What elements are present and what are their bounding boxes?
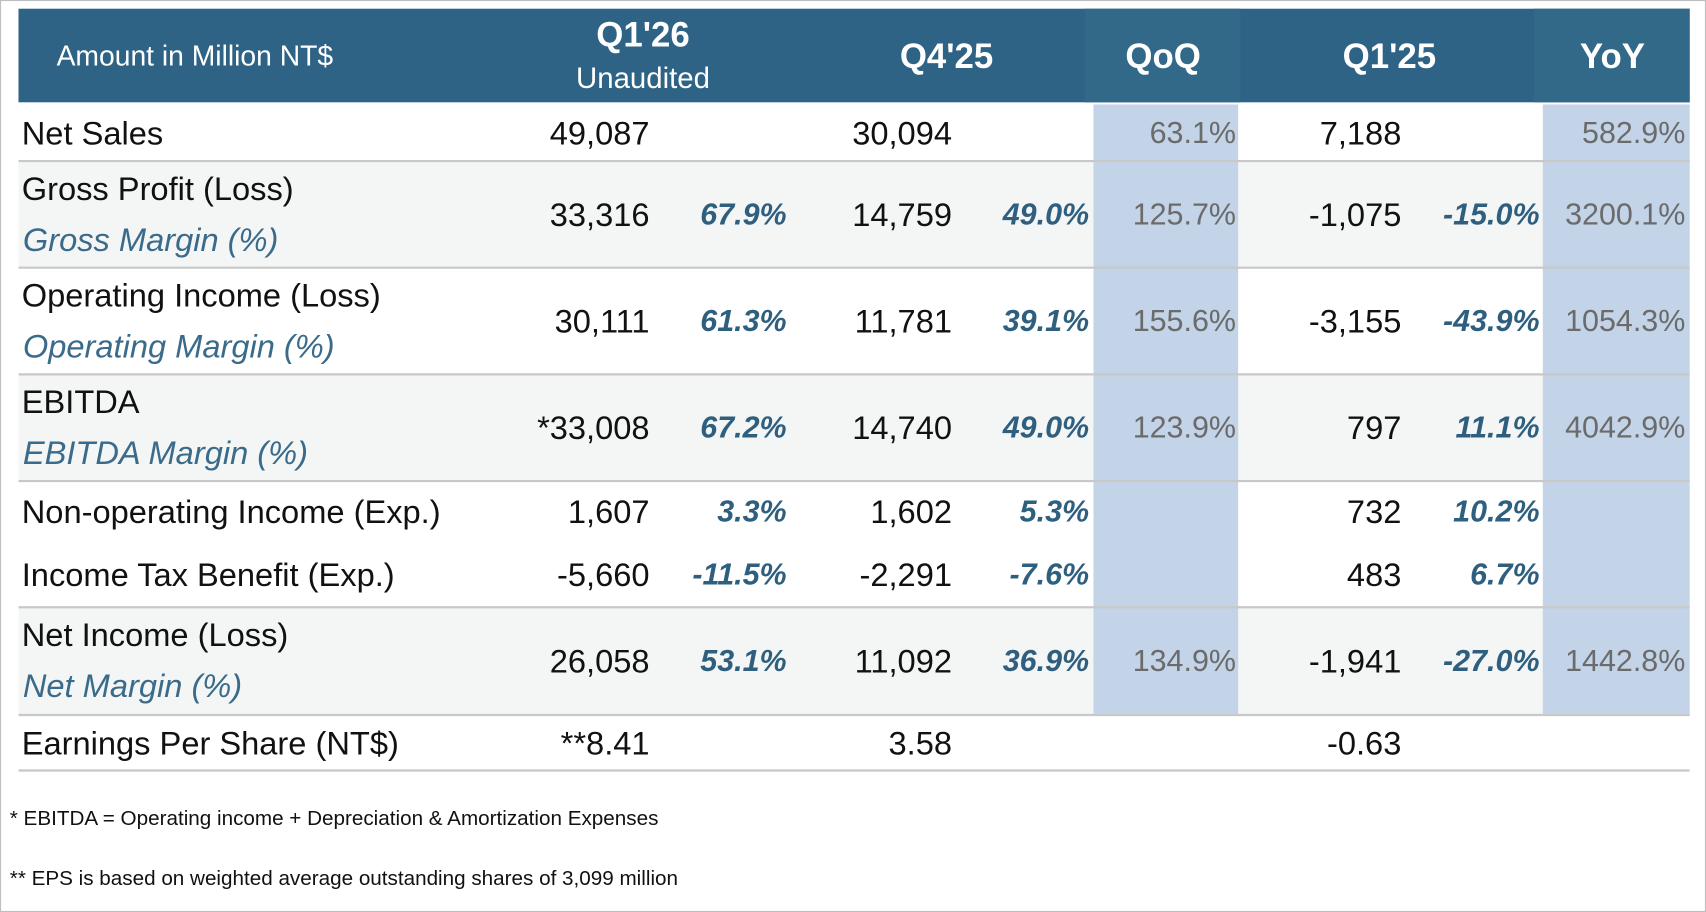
cell-q1-26-pct: -11.5% [692,558,786,592]
cell-q4-25: 3.58 [889,724,952,761]
row-background [18,607,1690,716]
cell-q1-25-pct: 6.7% [1470,558,1539,592]
cell-q1-25: 483 [1347,556,1401,593]
cell-q1-26: 49,087 [550,114,650,151]
cell-q1-26-pct: 53.1% [700,644,786,678]
cell-q1-25-pct: 11.1% [1455,411,1539,445]
cell-q4-25-pct: 49.0% [1002,197,1089,231]
cell-q1-26: 33,316 [550,196,650,233]
header-qoq-band [1084,8,1241,103]
cell-q4-25: 1,602 [870,493,952,530]
column-subheader: Unaudited [576,62,710,95]
cell-q1-26: 30,111 [555,303,650,340]
cell-q1-25-pct: 10.2% [1453,495,1539,529]
cell-qoq: 125.7% [1133,197,1236,231]
cell-q1-26: **8.41 [561,724,650,761]
cell-yoy: 1442.8% [1565,644,1685,678]
margin-label: Net Margin (%) [23,667,242,704]
cell-q1-26-pct: 61.3% [700,304,786,338]
cell-q1-25: -1,075 [1309,196,1402,233]
cell-qoq: 63.1% [1150,116,1236,150]
margin-label: Operating Margin (%) [23,328,335,365]
cell-q1-26: 1,607 [568,493,650,530]
header-band [18,8,1690,103]
cell-q1-26-pct: 67.9% [700,197,786,231]
cell-q1-25: -3,155 [1309,303,1402,340]
footnote: ** EPS is based on weighted average outs… [10,867,678,890]
column-header: Q4'25 [900,37,993,76]
cell-yoy: 4042.9% [1565,411,1685,445]
cell-q4-25: 30,094 [852,114,952,151]
row-background [18,161,1690,268]
cell-qoq: 155.6% [1133,304,1236,338]
row-label: Non-operating Income (Exp.) [22,493,441,530]
cell-q1-26-pct: 67.2% [700,411,786,445]
footnote: * EBITDA = Operating income + Depreciati… [10,807,659,830]
row-label: Income Tax Benefit (Exp.) [22,556,395,593]
cell-q4-25: -2,291 [860,556,953,593]
margin-label: EBITDA Margin (%) [23,434,308,471]
cell-q4-25: 11,092 [855,643,952,680]
row-label: Net Sales [22,114,163,151]
cell-q1-25: 797 [1347,409,1401,446]
cell-q4-25: 14,740 [852,409,952,446]
cell-q4-25-pct: 36.9% [1003,644,1089,678]
cell-q4-25: 14,759 [852,196,952,233]
cell-q4-25-pct: 5.3% [1020,495,1089,529]
cell-q4-25-pct: 39.1% [1003,304,1089,338]
cell-q1-25: 732 [1347,493,1401,530]
cell-q4-25-pct: -7.6% [1010,558,1090,592]
column-header: QoQ [1125,37,1200,76]
cell-qoq: 123.9% [1133,411,1236,445]
cell-q1-25-pct: -27.0% [1443,644,1539,678]
cell-q1-25-pct: -15.0% [1443,197,1539,231]
cell-q4-25-pct: 49.0% [1002,411,1089,445]
cell-q1-25: -0.63 [1327,724,1401,761]
row-label: Operating Income (Loss) [22,276,381,313]
cell-yoy: 1054.3% [1565,304,1685,338]
column-header: Q1'25 [1343,37,1436,76]
cell-yoy: 582.9% [1582,116,1685,150]
cell-q1-25: -1,941 [1309,643,1402,680]
cell-q1-26: *33,008 [537,409,649,446]
row-label: EBITDA [22,383,140,420]
cell-q1-26-pct: 3.3% [717,495,786,529]
qoq-band [1093,104,1239,714]
row-label: Net Income (Loss) [22,616,288,653]
header-title: Amount in Million NT$ [57,40,334,72]
cell-q1-25: 7,188 [1320,114,1402,151]
cell-q1-25-pct: -43.9% [1443,304,1539,338]
cell-q4-25: 11,781 [855,303,952,340]
yoy-band [1542,104,1690,714]
cell-yoy: 3200.1% [1565,197,1685,231]
column-header: Q1'26 [596,15,689,54]
row-label: Gross Profit (Loss) [22,170,294,207]
header-yoy-band [1534,8,1690,103]
cell-qoq: 134.9% [1133,644,1236,678]
cell-q1-26: 26,058 [550,643,650,680]
cell-q1-26: -5,660 [557,556,650,593]
margin-label: Gross Margin (%) [23,221,279,258]
row-label: Earnings Per Share (NT$) [22,724,399,761]
row-background [18,374,1690,482]
column-header: YoY [1580,37,1645,76]
